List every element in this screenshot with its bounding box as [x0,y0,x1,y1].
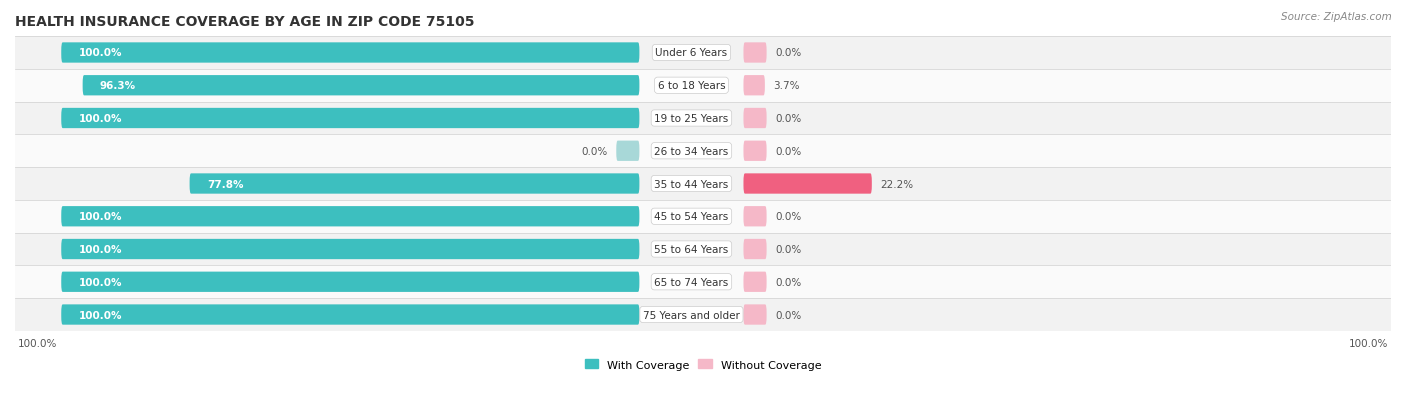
Text: 96.3%: 96.3% [100,81,136,91]
Text: 0.0%: 0.0% [775,48,801,58]
FancyBboxPatch shape [190,174,640,194]
FancyBboxPatch shape [744,272,766,292]
Text: 35 to 44 Years: 35 to 44 Years [654,179,728,189]
FancyBboxPatch shape [744,206,766,227]
Text: 45 to 54 Years: 45 to 54 Years [654,212,728,222]
FancyBboxPatch shape [744,76,765,96]
Text: 100.0%: 100.0% [79,212,122,222]
Text: 6 to 18 Years: 6 to 18 Years [658,81,725,91]
Bar [15,200,1391,233]
Text: 0.0%: 0.0% [581,146,607,157]
Text: 22.2%: 22.2% [880,179,914,189]
Text: 77.8%: 77.8% [207,179,243,189]
Bar [15,266,1391,299]
Text: 100.0%: 100.0% [79,114,122,124]
Text: 0.0%: 0.0% [775,146,801,157]
Text: 3.7%: 3.7% [773,81,800,91]
FancyBboxPatch shape [744,141,766,161]
Text: 0.0%: 0.0% [775,212,801,222]
FancyBboxPatch shape [62,206,640,227]
Bar [15,70,1391,102]
FancyBboxPatch shape [744,174,872,194]
FancyBboxPatch shape [616,141,640,161]
Text: 0.0%: 0.0% [775,114,801,124]
FancyBboxPatch shape [62,109,640,129]
Text: 100.0%: 100.0% [79,244,122,254]
Text: 55 to 64 Years: 55 to 64 Years [654,244,728,254]
Bar [15,102,1391,135]
FancyBboxPatch shape [83,76,640,96]
Text: 19 to 25 Years: 19 to 25 Years [654,114,728,124]
FancyBboxPatch shape [744,109,766,129]
Text: 100.0%: 100.0% [79,48,122,58]
Text: 0.0%: 0.0% [775,277,801,287]
FancyBboxPatch shape [744,305,766,325]
Text: 26 to 34 Years: 26 to 34 Years [654,146,728,157]
Text: 0.0%: 0.0% [775,244,801,254]
FancyBboxPatch shape [744,43,766,64]
Bar [15,37,1391,70]
FancyBboxPatch shape [62,239,640,259]
Bar [15,168,1391,200]
FancyBboxPatch shape [744,239,766,259]
Text: 100.0%: 100.0% [79,310,122,320]
Text: 100.0%: 100.0% [1348,338,1388,348]
Text: Source: ZipAtlas.com: Source: ZipAtlas.com [1281,12,1392,22]
FancyBboxPatch shape [62,43,640,64]
FancyBboxPatch shape [62,272,640,292]
Text: 100.0%: 100.0% [18,338,58,348]
Text: 75 Years and older: 75 Years and older [643,310,740,320]
Legend: With Coverage, Without Coverage: With Coverage, Without Coverage [585,359,821,370]
Text: HEALTH INSURANCE COVERAGE BY AGE IN ZIP CODE 75105: HEALTH INSURANCE COVERAGE BY AGE IN ZIP … [15,15,474,29]
Text: 65 to 74 Years: 65 to 74 Years [654,277,728,287]
Bar [15,299,1391,331]
Text: 0.0%: 0.0% [775,310,801,320]
FancyBboxPatch shape [62,305,640,325]
Bar [15,135,1391,168]
Bar [15,233,1391,266]
Text: 100.0%: 100.0% [79,277,122,287]
Text: Under 6 Years: Under 6 Years [655,48,727,58]
